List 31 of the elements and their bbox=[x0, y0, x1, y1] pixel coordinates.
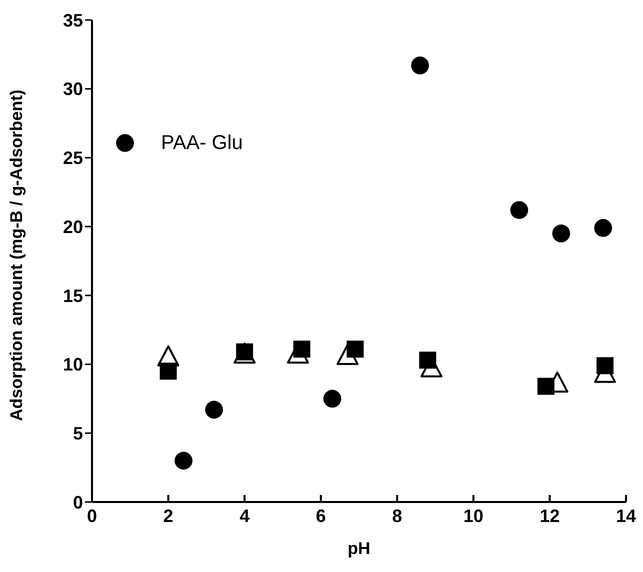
x-tick-label: 4 bbox=[240, 506, 250, 526]
x-tick-label: 2 bbox=[163, 506, 174, 526]
y-tick-label: 25 bbox=[62, 148, 83, 168]
point bbox=[160, 362, 177, 380]
x-tick-label: 0 bbox=[86, 506, 98, 526]
point bbox=[174, 452, 192, 470]
point bbox=[323, 390, 342, 408]
y-tick-label: 0 bbox=[72, 492, 83, 512]
y-axis-title: Adsorption amount (mg-B / g-Adsorbent) bbox=[7, 90, 26, 421]
y-tick-label: 5 bbox=[72, 424, 83, 444]
point bbox=[411, 56, 429, 74]
point bbox=[552, 224, 570, 242]
y-tick-label: 30 bbox=[62, 79, 83, 100]
x-tick-label: 8 bbox=[392, 506, 402, 526]
point bbox=[510, 201, 528, 219]
x-tick-label: 14 bbox=[616, 506, 636, 526]
point bbox=[293, 340, 310, 358]
point bbox=[594, 219, 612, 237]
legend-label: PAA- Glu bbox=[161, 132, 243, 154]
point bbox=[596, 357, 614, 374]
y-tick-label: 35 bbox=[62, 10, 83, 30]
x-tick-label: 12 bbox=[540, 506, 560, 526]
point bbox=[205, 400, 223, 419]
y-tick-label: 20 bbox=[62, 216, 83, 237]
point bbox=[537, 378, 554, 395]
x-tick-label: 10 bbox=[463, 506, 484, 526]
x-tick-label: 6 bbox=[316, 506, 326, 526]
y-tick-label: 15 bbox=[62, 286, 83, 306]
y-tick-label: 10 bbox=[62, 354, 83, 375]
point bbox=[419, 352, 436, 369]
x-axis-title: pH bbox=[348, 539, 370, 558]
